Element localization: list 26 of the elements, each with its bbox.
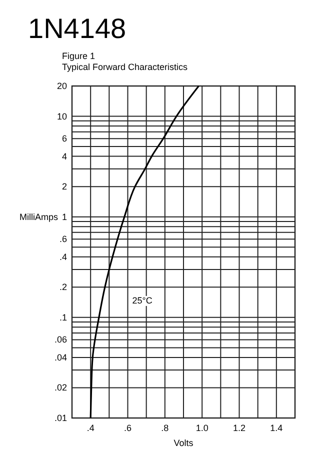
chart-subtitle: Figure 1 Typical Forward Characteristics bbox=[62, 51, 188, 72]
line-series bbox=[90, 85, 200, 419]
y-tick-label: .2 bbox=[59, 282, 67, 292]
y-tick-label: 6 bbox=[62, 134, 67, 144]
y-axis-title: MilliAmps bbox=[19, 212, 58, 222]
y-tick-label: 4 bbox=[62, 151, 67, 162]
y-tick-label: 20 bbox=[56, 81, 67, 91]
x-tick-label: .8 bbox=[161, 423, 169, 433]
y-tick-label: .02 bbox=[54, 382, 67, 393]
x-axis-title: Volts bbox=[174, 438, 194, 448]
y-tick-label: .4 bbox=[59, 252, 67, 262]
annotation: 25°C bbox=[132, 295, 153, 306]
x-tick-label: .6 bbox=[124, 423, 132, 433]
y-tick-label: 2 bbox=[62, 182, 67, 192]
y-tick-label: .1 bbox=[59, 312, 67, 322]
y-tick-label: .6 bbox=[59, 234, 67, 244]
x-tick-label: 1.2 bbox=[232, 423, 246, 433]
y-tick-label: 1 bbox=[62, 212, 67, 222]
y-tick-label: .04 bbox=[54, 352, 67, 362]
x-tick-label: 1.4 bbox=[270, 423, 283, 433]
x-tick-label: .4 bbox=[86, 423, 94, 433]
chart-title: 1N4148 bbox=[28, 13, 126, 44]
y-tick-label: 10 bbox=[56, 111, 67, 122]
y-tick-label: .06 bbox=[54, 334, 67, 345]
y-tick-label: .01 bbox=[54, 413, 67, 423]
x-tick-label: 1.0 bbox=[196, 423, 208, 433]
